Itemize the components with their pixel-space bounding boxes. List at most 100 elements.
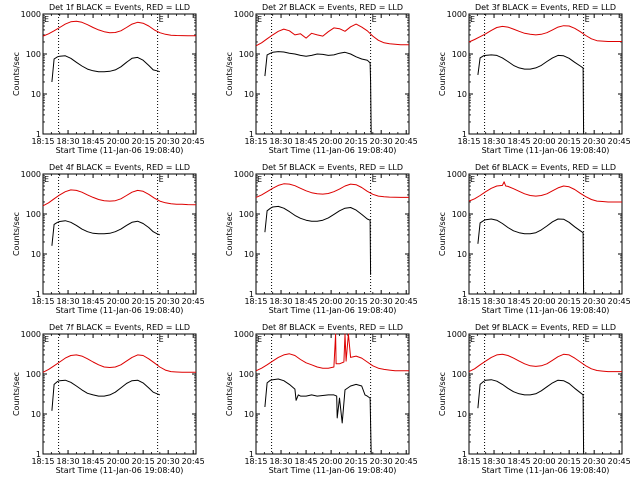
chart-title: Det 8f BLACK = Events, RED = LLD: [262, 323, 403, 332]
y-axis-label: Counts/sec: [225, 372, 234, 416]
series-line-events: [264, 205, 372, 275]
x-tick-label: 20:00: [320, 297, 343, 306]
x-tick-label: 18:30: [270, 137, 293, 146]
event-marker-label: E: [372, 335, 377, 344]
x-tick-label: 20:45: [182, 297, 205, 306]
x-axis-label: Start Time (11-Jan-06 19:08:40): [269, 466, 397, 475]
chart-title: Det 4f BLACK = Events, RED = LLD: [49, 163, 190, 172]
chart-title: Det 2f BLACK = Events, RED = LLD: [262, 3, 403, 12]
chart-title: Det 3f BLACK = Events, RED = LLD: [475, 3, 616, 12]
chart-title: Det 9f BLACK = Events, RED = LLD: [475, 323, 616, 332]
x-tick-label: 20:15: [132, 297, 155, 306]
x-tick-label: 20:30: [370, 297, 393, 306]
plot-frame: [42, 13, 197, 135]
event-marker-label: E: [372, 15, 377, 24]
chart-panel-8: Det 8f BLACK = Events, RED = LLD 1 10 100 10…: [225, 323, 418, 475]
series-line-lld: [42, 354, 196, 373]
series-line-events: [51, 55, 160, 83]
event-marker-label: E: [470, 15, 475, 24]
x-axis-label: Start Time (11-Jan-06 19:08:40): [269, 306, 397, 315]
event-marker-label: E: [257, 335, 262, 344]
x-axis-label: Start Time (11-Jan-06 19:08:40): [482, 466, 610, 475]
x-tick-label: 20:15: [558, 457, 581, 466]
chart-panel-1: Det 1f BLACK = Events, RED = LLD 1 10 100 10…: [12, 3, 205, 155]
chart-title: Det 7f BLACK = Events, RED = LLD: [49, 323, 190, 332]
x-tick-label: 20:15: [132, 137, 155, 146]
y-tick-label: 100: [26, 370, 41, 379]
x-tick-label: 18:45: [295, 457, 318, 466]
x-tick-label: 18:45: [508, 297, 531, 306]
x-tick-label: 18:15: [31, 297, 54, 306]
x-axis-label: Start Time (11-Jan-06 19:08:40): [56, 146, 184, 155]
plot-frame: [255, 13, 410, 135]
x-tick-label: 20:00: [320, 457, 343, 466]
y-axis-label: Counts/sec: [438, 52, 447, 96]
event-marker-label: E: [44, 15, 49, 24]
plot-frame: [468, 333, 623, 455]
series-line-events: [477, 379, 585, 455]
x-tick-label: 18:45: [295, 297, 318, 306]
x-tick-label: 20:15: [558, 137, 581, 146]
series-line-lld: [468, 353, 622, 373]
plot-frame: [468, 173, 623, 295]
x-tick-label: 20:30: [583, 297, 606, 306]
y-tick-label: 100: [239, 210, 254, 219]
y-tick-label: 100: [452, 370, 467, 379]
series-line-lld: [42, 189, 197, 207]
y-axis-label: Counts/sec: [12, 212, 21, 256]
event-marker-label: E: [470, 175, 475, 184]
y-tick-label: 10: [31, 90, 41, 99]
y-tick-label: 10: [244, 90, 254, 99]
x-tick-label: 20:45: [395, 457, 418, 466]
plot-frame: [255, 333, 410, 455]
plot-frame: [468, 13, 623, 135]
y-tick-label: 1: [36, 290, 41, 299]
y-axis-label: Counts/sec: [438, 212, 447, 256]
series-line-lld: [468, 25, 622, 43]
x-tick-label: 18:45: [82, 457, 105, 466]
y-tick-label: 1000: [447, 170, 467, 179]
chart-panel-3: Det 3f BLACK = Events, RED = LLD 1 10 100 10…: [438, 3, 631, 155]
x-tick-label: 18:30: [57, 297, 80, 306]
x-axis-label: Start Time (11-Jan-06 19:08:40): [56, 466, 184, 475]
series-line-lld: [42, 20, 196, 37]
x-tick-label: 18:15: [457, 297, 480, 306]
x-tick-label: 20:45: [182, 457, 205, 466]
chart-panel-7: Det 7f BLACK = Events, RED = LLD 1 10 100 10…: [12, 323, 205, 475]
x-tick-label: 20:30: [370, 137, 393, 146]
y-tick-label: 1000: [234, 10, 254, 19]
plot-frame: [255, 173, 410, 295]
series-line-events: [477, 218, 585, 295]
y-tick-label: 10: [457, 410, 467, 419]
y-tick-label: 1: [36, 450, 41, 459]
y-axis-label: Counts/sec: [12, 372, 21, 416]
x-tick-label: 18:45: [508, 137, 531, 146]
y-tick-label: 1: [462, 130, 467, 139]
x-tick-label: 18:30: [483, 137, 506, 146]
series-line-lld: [255, 183, 409, 198]
x-tick-label: 18:30: [57, 457, 80, 466]
series-line-events: [51, 379, 160, 411]
y-tick-label: 10: [457, 250, 467, 259]
x-tick-label: 20:00: [320, 137, 343, 146]
x-tick-label: 20:00: [107, 297, 130, 306]
x-tick-label: 18:15: [457, 137, 480, 146]
x-tick-label: 18:15: [31, 457, 54, 466]
y-tick-label: 100: [26, 50, 41, 59]
event-marker-label: E: [585, 175, 590, 184]
y-tick-label: 1000: [447, 10, 467, 19]
event-marker-label: E: [585, 15, 590, 24]
x-tick-label: 20:00: [533, 297, 556, 306]
x-axis-label: Start Time (11-Jan-06 19:08:40): [482, 306, 610, 315]
y-axis-label: Counts/sec: [12, 52, 21, 96]
x-tick-label: 20:45: [608, 457, 631, 466]
plot-frame: [42, 333, 197, 455]
y-tick-label: 100: [239, 370, 254, 379]
y-tick-label: 1000: [21, 10, 41, 19]
event-marker-label: E: [44, 175, 49, 184]
event-marker-label: E: [257, 175, 262, 184]
chart-title: Det 1f BLACK = Events, RED = LLD: [49, 3, 190, 12]
y-tick-label: 1000: [21, 330, 41, 339]
x-tick-label: 20:15: [345, 297, 368, 306]
